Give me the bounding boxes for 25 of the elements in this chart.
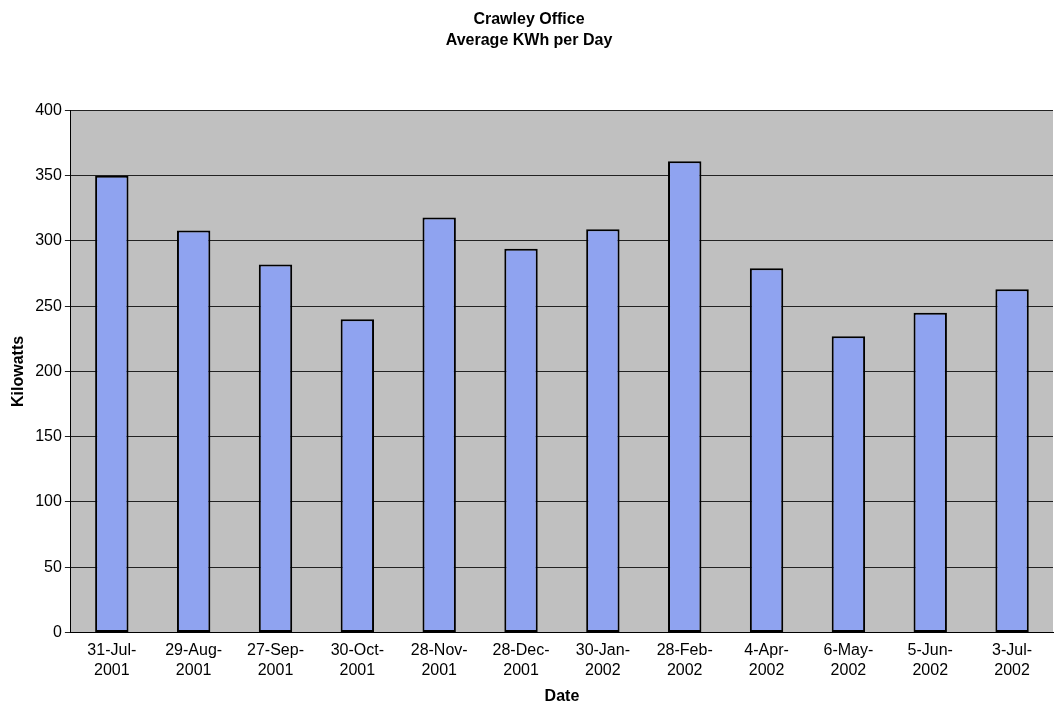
x-tick-label: 28-Nov-2001: [410, 641, 468, 678]
y-tick-label: 100: [35, 492, 62, 510]
y-tick-label: 400: [35, 100, 62, 118]
x-tick-label: 3-Jul-2002: [992, 641, 1033, 678]
x-tick-label: 28-Feb-2002: [656, 641, 713, 678]
x-tick-label: 28-Dec-2001: [492, 641, 550, 678]
y-axis-title: Kilowatts: [9, 335, 27, 407]
chart-title: Crawley Office: [473, 10, 585, 28]
x-axis-title: Date: [544, 686, 580, 704]
x-tick-label: 30-Jan-2002: [575, 641, 630, 678]
x-tick-label: 31-Jul-2001: [87, 641, 137, 678]
y-tick-label: 150: [35, 427, 62, 445]
y-tick-label: 200: [35, 361, 62, 379]
x-tick-label: 5-Jun-2002: [907, 641, 953, 678]
y-tick-label: 50: [44, 557, 62, 575]
x-tick-label: 30-Oct-2001: [330, 641, 385, 678]
y-tick-label: 250: [35, 296, 62, 314]
chart-subtitle: Average KWh per Day: [445, 31, 613, 49]
x-tick-label: 29-Aug-2001: [165, 641, 223, 678]
x-tick-label: 6-May-2002: [823, 641, 874, 678]
y-tick-label: 0: [52, 622, 62, 640]
x-tick-label: 27-Sep-2001: [247, 641, 304, 678]
y-tick-label: 350: [35, 166, 62, 184]
y-tick-label: 300: [35, 231, 62, 249]
x-tick-label: 4-Apr-2002: [744, 641, 789, 678]
